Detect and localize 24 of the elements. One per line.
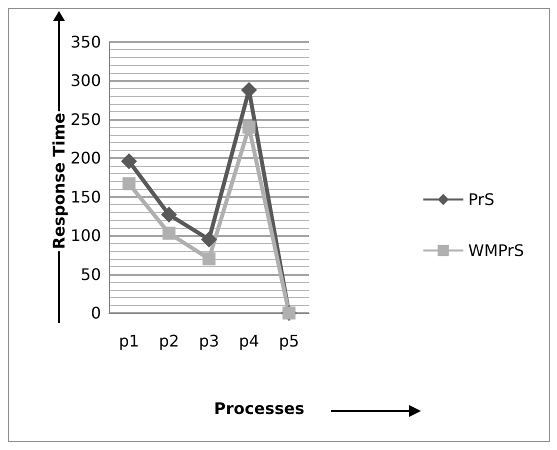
x-tick-label: p3 [198, 332, 220, 350]
point [242, 120, 256, 134]
point [122, 177, 136, 190]
x-tick-label: p2 [158, 332, 180, 350]
y-tick-label: 250 [70, 110, 101, 129]
x-tick-label: p1 [118, 332, 140, 350]
y-tick-label: 300 [70, 71, 101, 90]
y-tick-label: 0 [90, 304, 101, 322]
x-tick-label: p4 [238, 332, 260, 350]
point [201, 231, 217, 248]
y-tick-label: 100 [70, 226, 101, 246]
y-tick-label: 50 [80, 264, 101, 284]
point [162, 226, 176, 240]
y-axis-title: Response Time [50, 110, 68, 252]
point [161, 206, 177, 223]
y-tick-label: 200 [70, 148, 101, 168]
point [202, 252, 216, 266]
y-tick-label: 150 [70, 187, 101, 206]
x-axis-title: Processes [214, 399, 304, 418]
point [121, 153, 137, 170]
x-tick-label: p5 [278, 332, 300, 350]
legend-label: WMPrS [468, 241, 524, 260]
y-tick-label: 350 [70, 32, 101, 52]
legend-label: PrS [468, 190, 494, 209]
